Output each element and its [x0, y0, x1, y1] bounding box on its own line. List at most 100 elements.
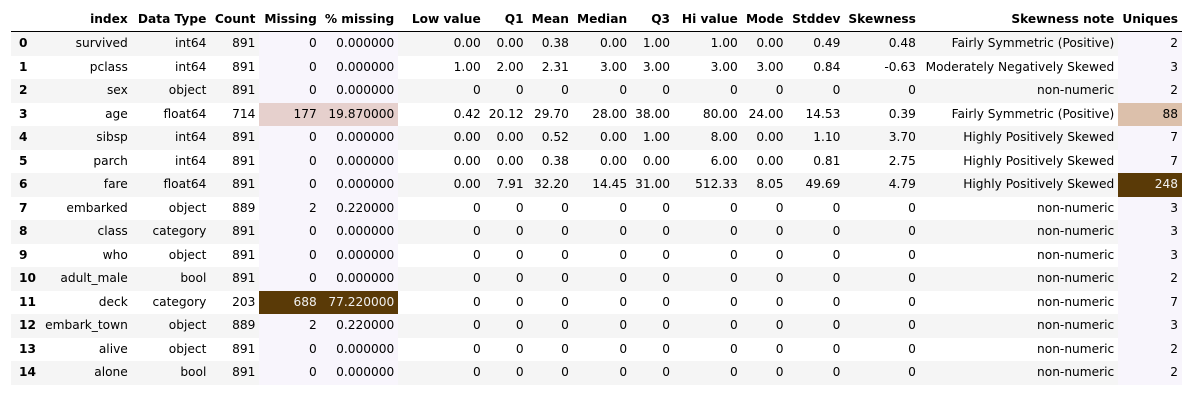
- cell-mode: 0: [741, 79, 788, 103]
- cell-count: 891: [210, 337, 260, 361]
- cell-mode: 0: [741, 267, 788, 291]
- cell-uniques: 2: [1118, 337, 1182, 361]
- table-row: 1 pclass int64 891 0 0.000000 1.00 2.00 2.31 3.00…: [11, 55, 1182, 79]
- cell-pct-missing: 0.220000: [320, 196, 399, 220]
- cell-q3: 38.00: [631, 102, 675, 126]
- column-header-index: index: [41, 7, 132, 32]
- cell-skewness: 0: [844, 196, 920, 220]
- cell-missing: 2: [259, 196, 321, 220]
- cell-pct-missing: 0.000000: [320, 173, 399, 197]
- row-index: 11: [11, 290, 42, 314]
- cell-missing: 0: [259, 149, 321, 173]
- column-header-low-value: Low value: [398, 7, 485, 32]
- column-header-skewness-note: Skewness note: [919, 7, 1119, 32]
- cell-skewness: 4.79: [844, 173, 920, 197]
- cell-skewness-note: non-numeric: [919, 243, 1119, 267]
- table-row: 8 class category 891 0 0.000000 0 0 0 0 0 0 0 0 0 non-n…: [11, 220, 1182, 244]
- cell-q1: 0: [484, 220, 528, 244]
- cell-q1: 0: [484, 79, 528, 103]
- cell-mode: 3.00: [741, 55, 788, 79]
- cell-uniques: 2: [1118, 361, 1182, 385]
- cell-q3: 31.00: [631, 173, 675, 197]
- cell-index: embark_town: [41, 314, 132, 338]
- cell-q3: 1.00: [631, 126, 675, 150]
- cell-q1: 0: [484, 196, 528, 220]
- cell-uniques: 3: [1118, 314, 1182, 338]
- cell-q1: 0: [484, 314, 528, 338]
- cell-data-type: category: [131, 220, 211, 244]
- cell-count: 891: [210, 220, 260, 244]
- column-header-uniques: Uniques: [1118, 7, 1182, 32]
- cell-index: parch: [41, 149, 132, 173]
- cell-mean: 29.70: [527, 102, 573, 126]
- cell-uniques: 7: [1118, 149, 1182, 173]
- column-header-count: Count: [210, 7, 260, 32]
- cell-skewness: 0: [844, 361, 920, 385]
- cell-hi-value: 0: [674, 196, 742, 220]
- cell-skewness: 0.39: [844, 102, 920, 126]
- cell-q3: 0: [631, 314, 675, 338]
- cell-median: 0: [572, 196, 632, 220]
- cell-count: 891: [210, 361, 260, 385]
- cell-count: 891: [210, 267, 260, 291]
- cell-skewness-note: non-numeric: [919, 196, 1119, 220]
- cell-skewness-note: non-numeric: [919, 220, 1119, 244]
- cell-data-type: float64: [131, 102, 211, 126]
- cell-index: alone: [41, 361, 132, 385]
- row-index: 13: [11, 337, 42, 361]
- cell-index: survived: [41, 31, 132, 56]
- cell-skewness-note: Highly Positively Skewed: [919, 149, 1119, 173]
- cell-hi-value: 0: [674, 267, 742, 291]
- cell-low-value: 1.00: [398, 55, 485, 79]
- column-header-hi-value: Hi value: [674, 7, 742, 32]
- cell-index: adult_male: [41, 267, 132, 291]
- cell-count: 714: [210, 102, 260, 126]
- cell-index: age: [41, 102, 132, 126]
- cell-mean: 0: [527, 79, 573, 103]
- cell-stddev: 0: [787, 243, 845, 267]
- row-index: 9: [11, 243, 42, 267]
- cell-data-type: object: [131, 337, 211, 361]
- cell-mean: 0: [527, 243, 573, 267]
- cell-mean: 0: [527, 290, 573, 314]
- column-header-mode: Mode: [741, 7, 788, 32]
- cell-skewness: 0: [844, 337, 920, 361]
- cell-missing: 0: [259, 220, 321, 244]
- cell-skewness: 0: [844, 314, 920, 338]
- cell-skewness-note: Highly Positively Skewed: [919, 126, 1119, 150]
- cell-median: 0.00: [572, 149, 632, 173]
- cell-hi-value: 512.33: [674, 173, 742, 197]
- cell-count: 891: [210, 55, 260, 79]
- cell-q1: 20.12: [484, 102, 528, 126]
- row-index: 6: [11, 173, 42, 197]
- cell-mean: 0.38: [527, 149, 573, 173]
- cell-data-type: float64: [131, 173, 211, 197]
- cell-mode: 8.05: [741, 173, 788, 197]
- cell-low-value: 0: [398, 79, 485, 103]
- column-header-q1: Q1: [484, 7, 528, 32]
- cell-mean: 0: [527, 314, 573, 338]
- cell-hi-value: 0: [674, 361, 742, 385]
- column-header-stddev: Stddev: [787, 7, 845, 32]
- cell-missing: 0: [259, 55, 321, 79]
- cell-missing: 0: [259, 126, 321, 150]
- cell-missing: 688: [259, 290, 321, 314]
- cell-stddev: 0: [787, 220, 845, 244]
- cell-count: 891: [210, 173, 260, 197]
- cell-index: class: [41, 220, 132, 244]
- cell-low-value: 0: [398, 314, 485, 338]
- cell-data-type: bool: [131, 267, 211, 291]
- row-index: 8: [11, 220, 42, 244]
- cell-hi-value: 0: [674, 243, 742, 267]
- cell-data-type: int64: [131, 126, 211, 150]
- cell-pct-missing: 0.000000: [320, 220, 399, 244]
- table-row: 0 survived int64 891 0 0.000000 0.00 0.00 0.38 0.…: [11, 31, 1182, 56]
- cell-mode: 0: [741, 337, 788, 361]
- cell-data-type: object: [131, 196, 211, 220]
- cell-q3: 0: [631, 337, 675, 361]
- cell-data-type: int64: [131, 31, 211, 56]
- cell-uniques: 2: [1118, 31, 1182, 56]
- cell-skewness: 0: [844, 220, 920, 244]
- cell-uniques: 3: [1118, 220, 1182, 244]
- row-index: 7: [11, 196, 42, 220]
